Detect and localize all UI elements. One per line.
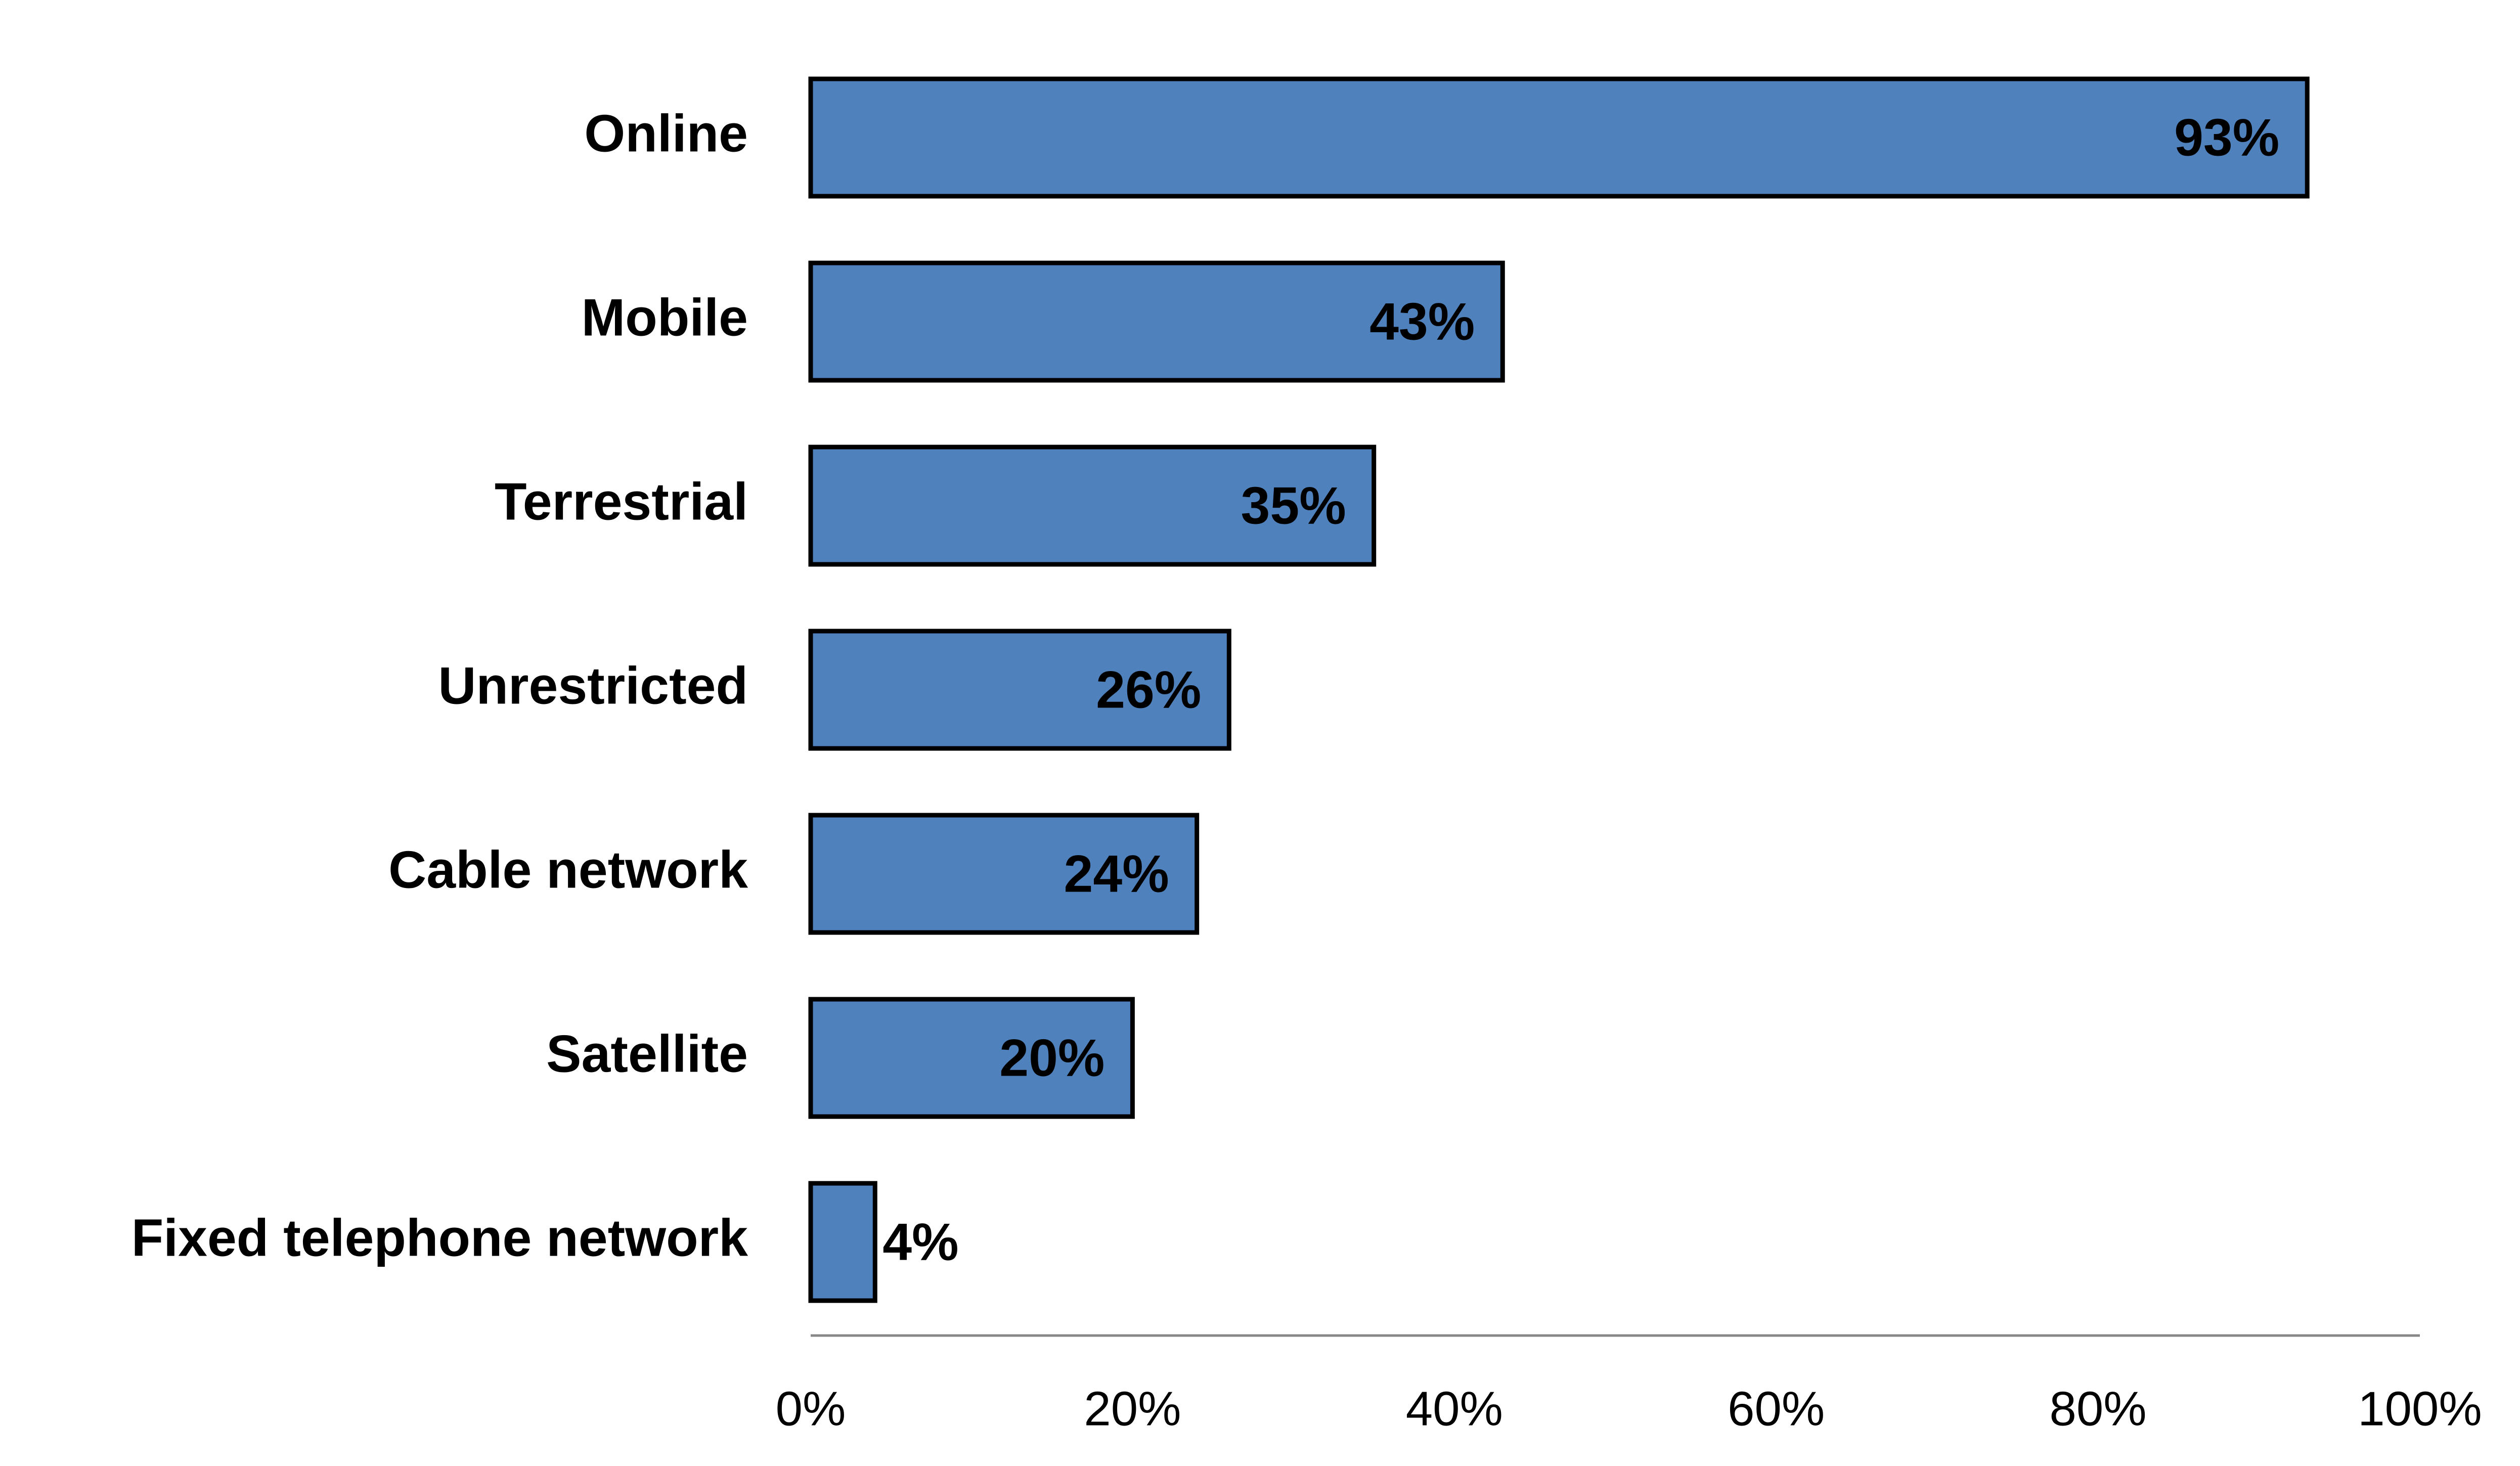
x-tick-label: 40% — [1406, 1382, 1503, 1436]
y-tick-label: Fixed telephone network — [131, 1209, 748, 1267]
bar — [808, 445, 1377, 567]
x-tick-label: 80% — [2050, 1382, 2147, 1436]
x-tick-label: 60% — [1728, 1382, 1825, 1436]
x-tick-label: 0% — [776, 1382, 846, 1436]
value-label: 24% — [1064, 845, 1169, 903]
y-tick-label: Satellite — [546, 1025, 748, 1083]
value-label: 4% — [882, 1213, 958, 1271]
x-tick-label: 20% — [1084, 1382, 1181, 1436]
y-tick-label: Cable network — [388, 840, 748, 899]
value-label: 93% — [2174, 108, 2279, 167]
bar — [808, 260, 1505, 383]
x-tick-label: 100% — [2358, 1382, 2482, 1436]
y-tick-label: Unrestricted — [438, 656, 748, 715]
bar — [808, 629, 1231, 751]
y-tick-label: Mobile — [582, 288, 748, 347]
bar — [808, 997, 1135, 1119]
value-label: 26% — [1096, 660, 1201, 719]
bar — [808, 76, 2310, 199]
value-label: 35% — [1241, 476, 1346, 535]
value-label: 43% — [1369, 292, 1475, 351]
y-tick-label: Terrestrial — [495, 472, 748, 531]
value-label: 20% — [999, 1029, 1104, 1087]
bar — [808, 813, 1200, 935]
bar — [808, 1181, 877, 1303]
y-tick-label: Online — [584, 104, 748, 163]
